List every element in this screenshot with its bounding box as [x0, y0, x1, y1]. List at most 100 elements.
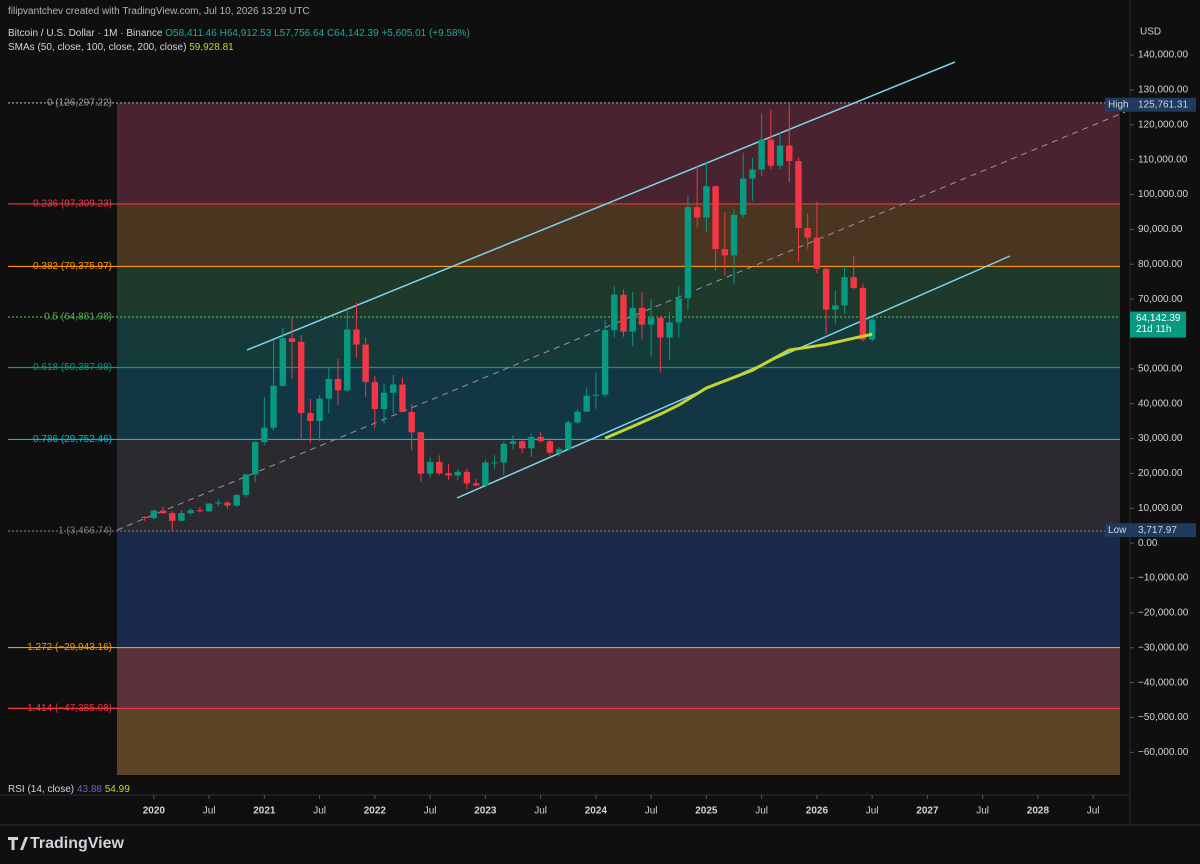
candle-body	[307, 413, 314, 422]
candle-body	[767, 139, 775, 166]
candle-body	[436, 461, 443, 474]
candle-body	[482, 462, 489, 486]
candle-body	[657, 317, 664, 338]
symbol[interactable]: Bitcoin / U.S. Dollar · 1M · Binance	[8, 28, 163, 39]
candle-body	[251, 442, 259, 475]
candle-body	[445, 473, 452, 476]
y-tick-label: 40,000.00	[1138, 398, 1183, 409]
candle-body	[519, 441, 526, 449]
price-tag-value: 3,717.97	[1138, 525, 1177, 536]
sma-value: 59,928.81	[189, 42, 234, 53]
y-tick-label: 70,000.00	[1138, 294, 1183, 305]
y-tick-label: 90,000.00	[1138, 224, 1183, 235]
candle-body	[270, 385, 277, 428]
sma-line	[604, 332, 873, 440]
x-tick-label: 2021	[253, 806, 276, 817]
candle-body	[601, 330, 609, 395]
candle-body	[565, 422, 572, 450]
candle-body	[693, 207, 701, 218]
x-tick-label: 2026	[806, 806, 829, 817]
candle-body	[703, 186, 710, 218]
x-tick-label: Jul	[976, 806, 989, 817]
candle-body	[638, 307, 646, 325]
fib-label: 0.618 (50,387.98)	[33, 362, 112, 373]
candle-body	[472, 483, 480, 486]
candle-body	[583, 395, 590, 412]
candle-body	[261, 427, 268, 443]
candle-body	[813, 237, 821, 269]
candle-body	[233, 495, 240, 506]
candle-body	[675, 298, 682, 323]
price-axis-bg	[1130, 0, 1200, 825]
brand: TradingView	[30, 835, 125, 852]
candle-body	[454, 471, 461, 476]
candle-body	[537, 436, 544, 442]
y-tick-label: −20,000.00	[1138, 608, 1189, 619]
y-tick-label: 110,000.00	[1138, 154, 1188, 165]
rsi-label[interactable]: RSI (14, close)	[8, 784, 75, 795]
candle-body	[390, 384, 397, 393]
candle-body	[205, 503, 213, 512]
candle-body	[509, 441, 517, 444]
x-tick-label: Jul	[203, 806, 216, 817]
candle-body	[399, 384, 406, 412]
candle-body	[371, 382, 379, 410]
candle-body	[491, 462, 498, 464]
y-tick-label: −60,000.00	[1138, 747, 1189, 758]
currency[interactable]: USD	[1140, 27, 1161, 38]
x-tick-label: 2027	[916, 806, 939, 817]
y-tick-label: 130,000.00	[1138, 85, 1188, 96]
last-price-bg	[1130, 311, 1186, 338]
candle-body	[169, 513, 176, 521]
candle-body	[408, 411, 415, 433]
candle-body	[362, 344, 369, 383]
candle-body	[684, 207, 692, 299]
rsi-value: 54.99	[104, 784, 130, 795]
sma-label[interactable]: SMAs (50, close, 100, close, 200, close)	[8, 42, 187, 53]
candle-body	[141, 516, 148, 519]
y-tick-label: 50,000.00	[1138, 363, 1183, 374]
candle-body	[740, 178, 747, 215]
candle-body	[721, 249, 728, 256]
candle-body	[712, 186, 719, 250]
x-tick-label: Jul	[755, 806, 768, 817]
fib-band	[117, 531, 1120, 648]
price-tag-bg	[1105, 97, 1136, 112]
candle-body	[859, 287, 867, 340]
currency-box[interactable]	[1132, 22, 1198, 42]
y-tick-label: 80,000.00	[1138, 259, 1183, 270]
candle-body	[325, 378, 333, 399]
candle-body	[196, 510, 204, 512]
change: +5,605.01 (+9.58%)	[381, 28, 470, 39]
fib-band	[117, 647, 1120, 709]
candle-body	[841, 277, 848, 306]
candle-body	[730, 214, 738, 256]
y-tick-label: −40,000.00	[1138, 677, 1189, 688]
candle-body	[528, 436, 535, 449]
candle-body	[288, 338, 296, 342]
rsi-value: 43.88	[76, 784, 102, 795]
candle-body	[795, 161, 802, 229]
ohlc: L57,756.64	[274, 28, 325, 39]
candle-body	[297, 341, 305, 414]
fib-label: 0.382 (79,375.97)	[33, 261, 112, 272]
fib-band	[117, 708, 1120, 775]
candle-body	[822, 268, 830, 310]
rsi-legend: RSI (14, close) 43.88 54.99	[8, 784, 130, 795]
candle-body	[178, 513, 185, 521]
candle-body	[242, 474, 250, 496]
ohlc: C64,142.39	[326, 28, 379, 39]
candle-body	[758, 139, 765, 170]
x-tick-label: Jul	[1087, 806, 1100, 817]
last-price: 64,142.39	[1136, 313, 1181, 324]
candle-body	[629, 307, 636, 332]
x-tick-label: 2022	[364, 806, 387, 817]
x-tick-label: 2028	[1027, 806, 1050, 817]
price-tag-label: High	[1108, 99, 1129, 110]
candle-body	[159, 510, 167, 514]
author: filipvantchev created with TradingView.c…	[8, 6, 310, 17]
x-tick-label: Jul	[534, 806, 547, 817]
y-tick-label: 0.00	[1138, 538, 1158, 549]
x-tick-label: Jul	[645, 806, 658, 817]
